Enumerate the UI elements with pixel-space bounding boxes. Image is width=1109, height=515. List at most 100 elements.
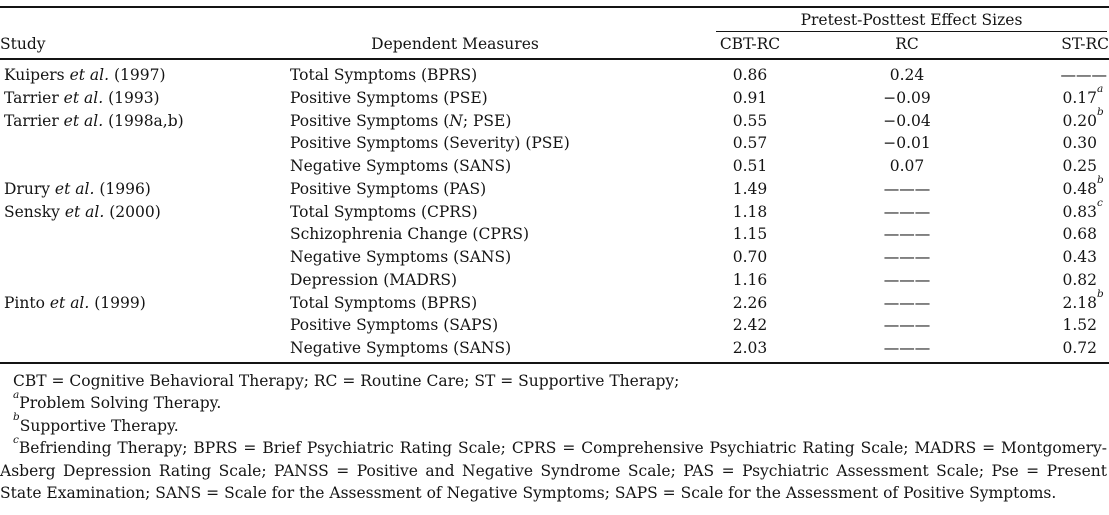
footnote-c-text: Befriending Therapy; BPRS = Brief Psychi… — [0, 439, 1107, 503]
table-row: Positive Symptoms (SAPS) 2.42 ——— 1.52 — [0, 314, 1109, 337]
table-row: Negative Symptoms (SANS) 0.70 ——— 0.43 — [0, 246, 1109, 269]
study-cell: Sensky et al. (2000) — [4, 202, 161, 221]
span-header-spacer — [0, 7, 620, 32]
dependent-measure-cell: Negative Symptoms (SANS) — [290, 337, 620, 364]
rc-value-cell: ——— — [883, 293, 931, 312]
footnote-a-marker: a — [13, 388, 20, 401]
table-row: Sensky et al. (2000) Total Symptoms (CPRS… — [0, 196, 1109, 224]
rc-value-cell: ——— — [883, 179, 931, 198]
dependent-measure-cell: Positive Symptoms (PSE) — [290, 88, 488, 107]
footnote-b-marker: b — [13, 411, 20, 424]
column-header-row: Study Dependent Measures CBT-RC RC ST-RC — [0, 32, 1109, 60]
cbt-rc-value-cell: 2.42 — [732, 316, 768, 335]
table-row: Depression (MADRS) 1.16 ——— 0.82 — [0, 269, 1109, 292]
footnote-a-text: Problem Solving Therapy. — [19, 394, 222, 413]
study-cell — [0, 269, 290, 292]
table-row: Positive Symptoms (Severity) (PSE) 0.57 −0… — [0, 132, 1109, 155]
st-rc-value-cell: 1.52 — [1062, 316, 1097, 335]
study-cell: Pinto et al. (1999) — [4, 293, 146, 312]
cbt-rc-value-cell: 2.03 — [620, 337, 880, 364]
cbt-rc-value-cell: 0.57 — [732, 134, 768, 153]
column-header-cbt-rc: CBT-RC — [620, 32, 880, 60]
st-rc-value-cell: 0.83c — [1062, 196, 1103, 221]
study-cell — [0, 246, 290, 269]
footnote-b: bSupportive Therapy. — [0, 412, 1107, 438]
cbt-rc-value-cell: 0.51 — [732, 157, 768, 175]
st-rc-value-cell: 0.68 — [1062, 225, 1097, 244]
rc-value-cell: ——— — [883, 270, 931, 289]
table-row: Drury et al. (1996) Positive Symptoms (PA… — [0, 174, 1109, 201]
table-row: Pinto et al. (1999) Total Symptoms (BPRS)… — [0, 287, 1109, 315]
column-header-study: Study — [0, 32, 290, 60]
dependent-measure-cell: Positive Symptoms (Severity) (PSE) — [290, 134, 570, 153]
footnote-general: CBT = Cognitive Behavioral Therapy; RC =… — [0, 370, 1107, 393]
dependent-measure-cell: Schizophrenia Change (CPRS) — [290, 225, 530, 244]
study-cell: Drury et al. (1996) — [4, 179, 151, 198]
cbt-rc-value-cell: 1.16 — [732, 270, 768, 289]
dependent-measure-cell: Negative Symptoms (SANS) — [290, 248, 512, 266]
st-rc-value-cell: 0.25 — [1062, 157, 1097, 175]
st-rc-value-cell: 0.82 — [1062, 270, 1097, 289]
rc-value-cell: −0.09 — [883, 88, 931, 107]
span-header-label: Pretest-Posttest Effect Sizes — [716, 10, 1107, 32]
dependent-measure-cell: Positive Symptoms (SAPS) — [290, 316, 499, 335]
rc-value-cell: −0.04 — [883, 111, 931, 130]
study-cell — [0, 223, 290, 246]
footnotes: CBT = Cognitive Behavioral Therapy; RC =… — [0, 364, 1109, 505]
dependent-measure-cell: Depression (MADRS) — [290, 270, 458, 289]
table-row: Tarrier et al. (1998a,b) Positive Symptom… — [0, 105, 1109, 133]
study-cell — [0, 314, 290, 337]
rc-value-cell: ——— — [883, 202, 931, 221]
st-rc-value-cell: 0.72 — [934, 337, 1109, 364]
dependent-measure-cell: Total Symptoms (CPRS) — [290, 202, 478, 221]
cbt-rc-value-cell: 2.26 — [732, 293, 768, 312]
table-row: Negative Symptoms (SANS) 2.03 ——— 0.72 — [0, 337, 1109, 364]
cbt-rc-value-cell: 0.86 — [732, 66, 768, 84]
study-cell — [0, 155, 290, 178]
st-rc-value-cell: 0.43 — [1062, 248, 1097, 266]
effect-sizes-table: Pretest-Posttest Effect Sizes Study Depe… — [0, 6, 1109, 364]
table-row: Negative Symptoms (SANS) 0.51 0.07 0.25 — [0, 155, 1109, 178]
dependent-measure-cell: Total Symptoms (BPRS) — [290, 66, 478, 84]
dependent-measure-cell: Total Symptoms (BPRS) — [290, 293, 478, 312]
rc-value-cell: ——— — [883, 248, 931, 266]
table-row: Schizophrenia Change (CPRS) 1.15 ——— 0.68 — [0, 223, 1109, 246]
st-rc-value-cell: 2.18b — [1062, 287, 1104, 312]
span-header-row: Pretest-Posttest Effect Sizes — [0, 7, 1109, 32]
st-rc-value-cell: 0.30 — [1062, 134, 1097, 153]
study-cell: Tarrier et al. (1993) — [4, 88, 160, 107]
study-cell: Kuipers et al. (1997) — [4, 66, 166, 84]
study-cell — [0, 132, 290, 155]
table-row: Kuipers et al. (1997) Total Symptoms (BPR… — [0, 59, 1109, 87]
rc-value-cell: ——— — [883, 316, 931, 335]
rc-value-cell: ——— — [880, 337, 934, 364]
cbt-rc-value-cell: 0.55 — [732, 111, 768, 130]
footnote-b-text: Supportive Therapy. — [19, 416, 179, 435]
cbt-rc-value-cell: 0.91 — [732, 88, 768, 107]
footnote-c-marker: c — [13, 433, 19, 446]
study-cell — [0, 337, 290, 364]
span-header-cell: Pretest-Posttest Effect Sizes — [620, 7, 1109, 32]
dependent-measure-cell: Positive Symptoms (PAS) — [290, 179, 487, 198]
footnote-general-text: CBT = Cognitive Behavioral Therapy; RC =… — [13, 371, 680, 390]
column-header-st-rc: ST-RC — [934, 32, 1109, 60]
column-header-dependent-measures: Dependent Measures — [290, 32, 620, 60]
rc-value-cell: ——— — [883, 225, 931, 244]
rc-value-cell: −0.01 — [883, 134, 931, 153]
table-body: Kuipers et al. (1997) Total Symptoms (BPR… — [0, 59, 1109, 364]
st-rc-value-cell: 0.17a — [1062, 83, 1104, 107]
dependent-measure-cell: Negative Symptoms (SANS) — [290, 157, 512, 175]
dependent-measure-cell: Positive Symptoms (N; PSE) — [290, 111, 512, 130]
st-rc-value-cell: 0.20b — [1062, 105, 1104, 130]
st-rc-value-cell: 0.48b — [1062, 174, 1104, 198]
column-header-rc: RC — [880, 32, 934, 60]
cbt-rc-value-cell: 0.70 — [732, 248, 768, 266]
table-row: Tarrier et al. (1993) Positive Symptoms (… — [0, 83, 1109, 110]
rc-value-cell: 0.24 — [889, 66, 925, 84]
rc-value-cell: 0.07 — [889, 157, 925, 175]
cbt-rc-value-cell: 1.15 — [732, 225, 768, 244]
st-rc-value-cell: ——— — [1060, 66, 1108, 84]
table-header: Pretest-Posttest Effect Sizes Study Depe… — [0, 7, 1109, 60]
study-cell: Tarrier et al. (1998a,b) — [4, 111, 184, 130]
